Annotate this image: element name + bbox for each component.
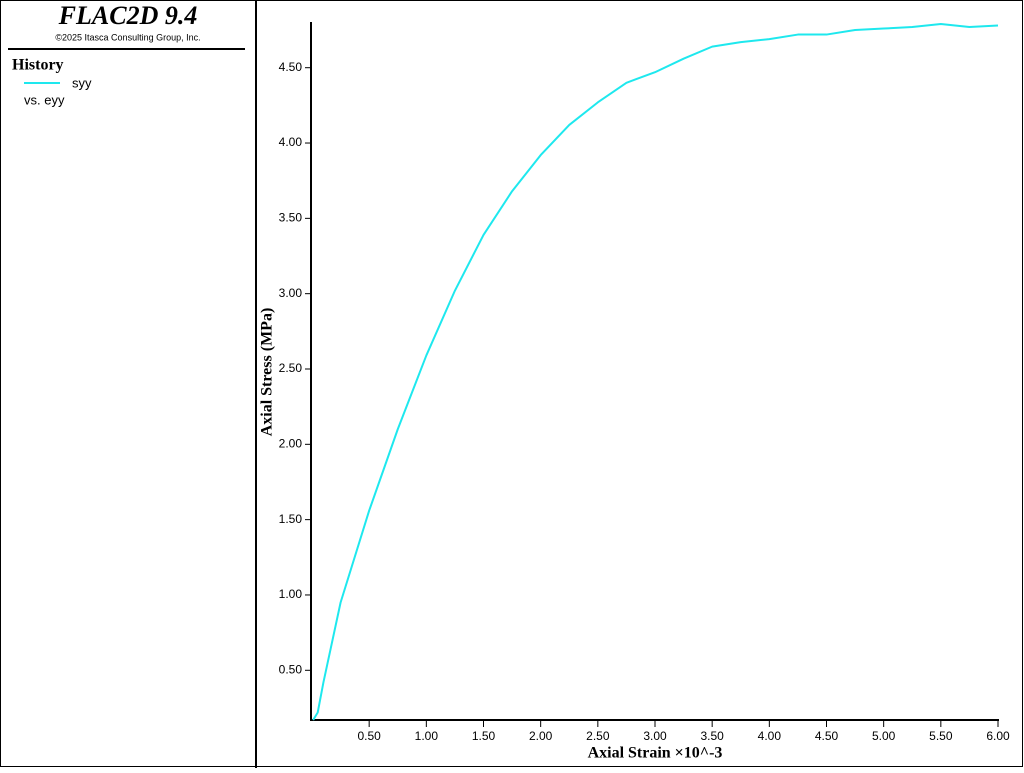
x-tick-label: 1.50 — [472, 729, 496, 743]
x-axis-title: Axial Strain ×10^-3 — [588, 745, 723, 762]
y-tick-label: 1.50 — [279, 512, 303, 526]
legend-heading: History — [12, 57, 64, 74]
x-tick-label: 3.00 — [643, 729, 667, 743]
y-tick-label: 4.50 — [279, 60, 303, 74]
data-line — [312, 23, 999, 721]
x-tick-label: 3.50 — [700, 729, 724, 743]
x-tick-label: 2.00 — [529, 729, 553, 743]
y-tick-label: 2.00 — [279, 436, 303, 450]
y-tick-label: 2.50 — [279, 361, 303, 375]
y-tick-label: 3.50 — [279, 211, 303, 225]
copyright: ©2025 Itasca Consulting Group, Inc. — [55, 32, 200, 42]
legend-label: syy — [72, 75, 92, 90]
y-tick-label: 0.50 — [279, 662, 303, 676]
x-tick-label: 2.50 — [586, 729, 610, 743]
y-tick-label: 3.00 — [279, 286, 303, 300]
legend-x-label: vs. eyy — [24, 92, 65, 107]
x-tick-label: 5.50 — [929, 729, 953, 743]
y-axis-title: Axial Stress (MPa) — [259, 308, 276, 437]
x-tick-label: 6.00 — [986, 729, 1010, 743]
x-tick-label: 4.50 — [815, 729, 839, 743]
x-tick-label: 5.00 — [872, 729, 896, 743]
x-tick-label: 4.00 — [758, 729, 782, 743]
y-tick-label: 1.00 — [279, 587, 303, 601]
app-title: FLAC2D 9.4 — [58, 1, 198, 30]
x-tick-label: 1.00 — [415, 729, 439, 743]
x-tick-label: 0.50 — [357, 729, 381, 743]
y-tick-label: 4.00 — [279, 135, 303, 149]
